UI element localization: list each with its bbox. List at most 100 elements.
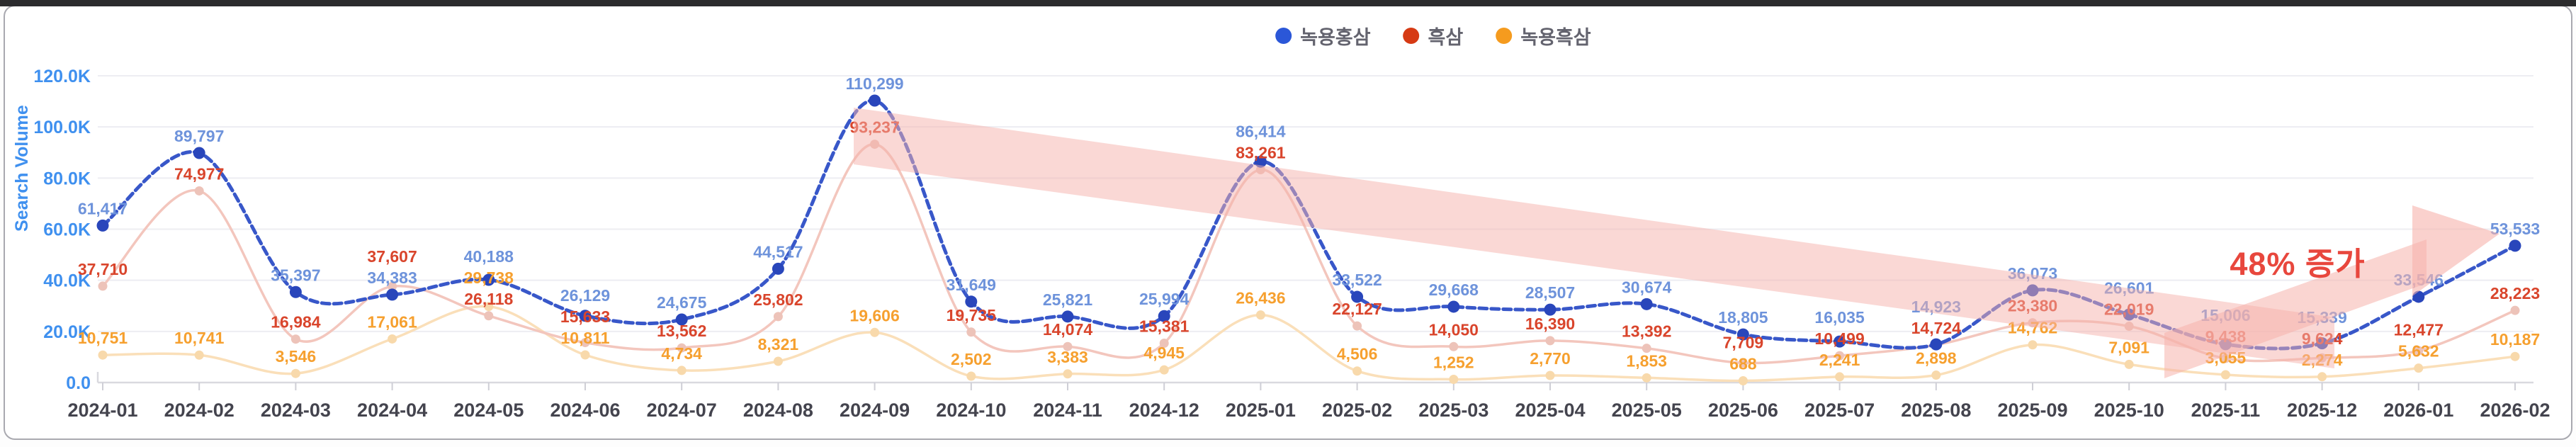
legend-item-heuksam[interactable]: 흑삼: [1403, 22, 1464, 50]
data-point[interactable]: [966, 327, 976, 337]
data-point[interactable]: [580, 350, 590, 360]
trend-arrow-up-shaft: [2164, 239, 2427, 378]
legend-item-nokyong-hongsam[interactable]: 녹용홍삼: [1275, 22, 1371, 50]
data-point[interactable]: [1449, 341, 1459, 351]
x-tick-label: 2025-06: [1708, 400, 1778, 421]
data-label: 25,802: [753, 290, 803, 309]
data-point[interactable]: [96, 219, 109, 232]
data-point[interactable]: [773, 312, 783, 322]
data-point[interactable]: [677, 366, 687, 375]
data-point[interactable]: [194, 186, 204, 196]
data-label: 3,546: [276, 347, 317, 366]
data-label: 13,392: [1622, 322, 1671, 341]
data-point[interactable]: [2414, 346, 2424, 356]
y-tick-label: 60.0K: [43, 220, 91, 240]
data-label: 4,945: [1143, 344, 1185, 362]
data-point[interactable]: [965, 295, 978, 308]
data-label: 22,127: [1332, 300, 1382, 318]
data-point[interactable]: [1738, 358, 1748, 368]
data-label: 5,632: [2398, 342, 2439, 361]
data-point[interactable]: [388, 281, 397, 291]
x-tick-label: 2025-07: [1804, 400, 1875, 421]
data-point[interactable]: [1642, 373, 1651, 383]
y-tick-label: 100.0K: [33, 118, 91, 137]
data-point[interactable]: [2510, 305, 2520, 315]
data-point[interactable]: [1254, 155, 1267, 168]
data-point[interactable]: [1352, 366, 1362, 376]
data-point[interactable]: [1255, 310, 1265, 320]
data-point[interactable]: [484, 302, 494, 312]
data-label: 29,738: [464, 268, 514, 287]
data-point[interactable]: [482, 273, 495, 286]
data-point[interactable]: [1063, 341, 1073, 351]
data-point[interactable]: [1159, 365, 1169, 375]
data-label: 16,390: [1525, 315, 1575, 333]
data-point[interactable]: [579, 310, 592, 322]
data-point[interactable]: [1736, 328, 1749, 341]
data-point[interactable]: [2317, 372, 2327, 382]
chart-legend: 녹용홍삼 흑삼 녹용흑삼: [1275, 22, 1591, 50]
data-point[interactable]: [1930, 338, 1943, 351]
data-point[interactable]: [677, 343, 687, 353]
data-point[interactable]: [1931, 370, 1941, 380]
data-point[interactable]: [675, 313, 688, 326]
data-label: 61,417: [78, 199, 128, 217]
data-point[interactable]: [289, 285, 302, 298]
data-point[interactable]: [290, 368, 300, 378]
data-point[interactable]: [1061, 310, 1074, 323]
data-point[interactable]: [98, 281, 108, 291]
data-point[interactable]: [1835, 372, 1845, 382]
data-point[interactable]: [193, 147, 205, 159]
data-point[interactable]: [1544, 303, 1557, 316]
data-point[interactable]: [1835, 351, 1845, 361]
data-label: 40,188: [464, 247, 514, 266]
data-label: 19,606: [849, 306, 899, 324]
data-point[interactable]: [1449, 374, 1459, 384]
data-point[interactable]: [1738, 376, 1748, 386]
data-point[interactable]: [966, 371, 976, 381]
data-point[interactable]: [484, 311, 494, 321]
data-point[interactable]: [1447, 300, 1460, 313]
data-label: 10,741: [174, 329, 225, 347]
data-point[interactable]: [773, 356, 783, 366]
data-point[interactable]: [2414, 363, 2424, 373]
data-point[interactable]: [1159, 339, 1169, 349]
data-label: 14,724: [1911, 319, 1962, 337]
data-point[interactable]: [388, 334, 397, 344]
data-point[interactable]: [870, 327, 880, 337]
data-point[interactable]: [869, 94, 881, 107]
data-point[interactable]: [386, 288, 399, 301]
data-point[interactable]: [1063, 369, 1073, 379]
data-point[interactable]: [1352, 321, 1362, 331]
x-tick-label: 2025-12: [2287, 400, 2357, 421]
data-label: 2,770: [1530, 349, 1571, 368]
data-point[interactable]: [1351, 290, 1364, 303]
data-point[interactable]: [2028, 340, 2038, 350]
data-label: 1,853: [1626, 351, 1667, 370]
data-label: 37,607: [367, 247, 417, 266]
data-point[interactable]: [1642, 344, 1651, 353]
data-point[interactable]: [1545, 336, 1555, 346]
data-point[interactable]: [194, 350, 204, 360]
data-label: 18,805: [1718, 308, 1768, 327]
data-label: 28,223: [2490, 284, 2540, 302]
data-point[interactable]: [2220, 370, 2230, 380]
data-point[interactable]: [1834, 335, 1846, 348]
data-point[interactable]: [2509, 239, 2521, 252]
data-label: 33,522: [1332, 271, 1382, 289]
data-point[interactable]: [2510, 351, 2520, 361]
data-point[interactable]: [772, 262, 784, 275]
data-point[interactable]: [1545, 370, 1555, 380]
data-label: 10,751: [78, 329, 128, 347]
data-point[interactable]: [1158, 310, 1170, 322]
legend-label: 흑삼: [1428, 27, 1464, 48]
data-point[interactable]: [2124, 359, 2134, 369]
data-label: 37,710: [78, 260, 128, 278]
legend-item-nokyong-heuksam[interactable]: 녹용흑삼: [1496, 22, 1591, 50]
data-point[interactable]: [1640, 298, 1653, 310]
data-point[interactable]: [290, 334, 300, 344]
data-label: 74,977: [174, 164, 224, 183]
data-point[interactable]: [98, 350, 108, 360]
data-point[interactable]: [580, 338, 590, 348]
